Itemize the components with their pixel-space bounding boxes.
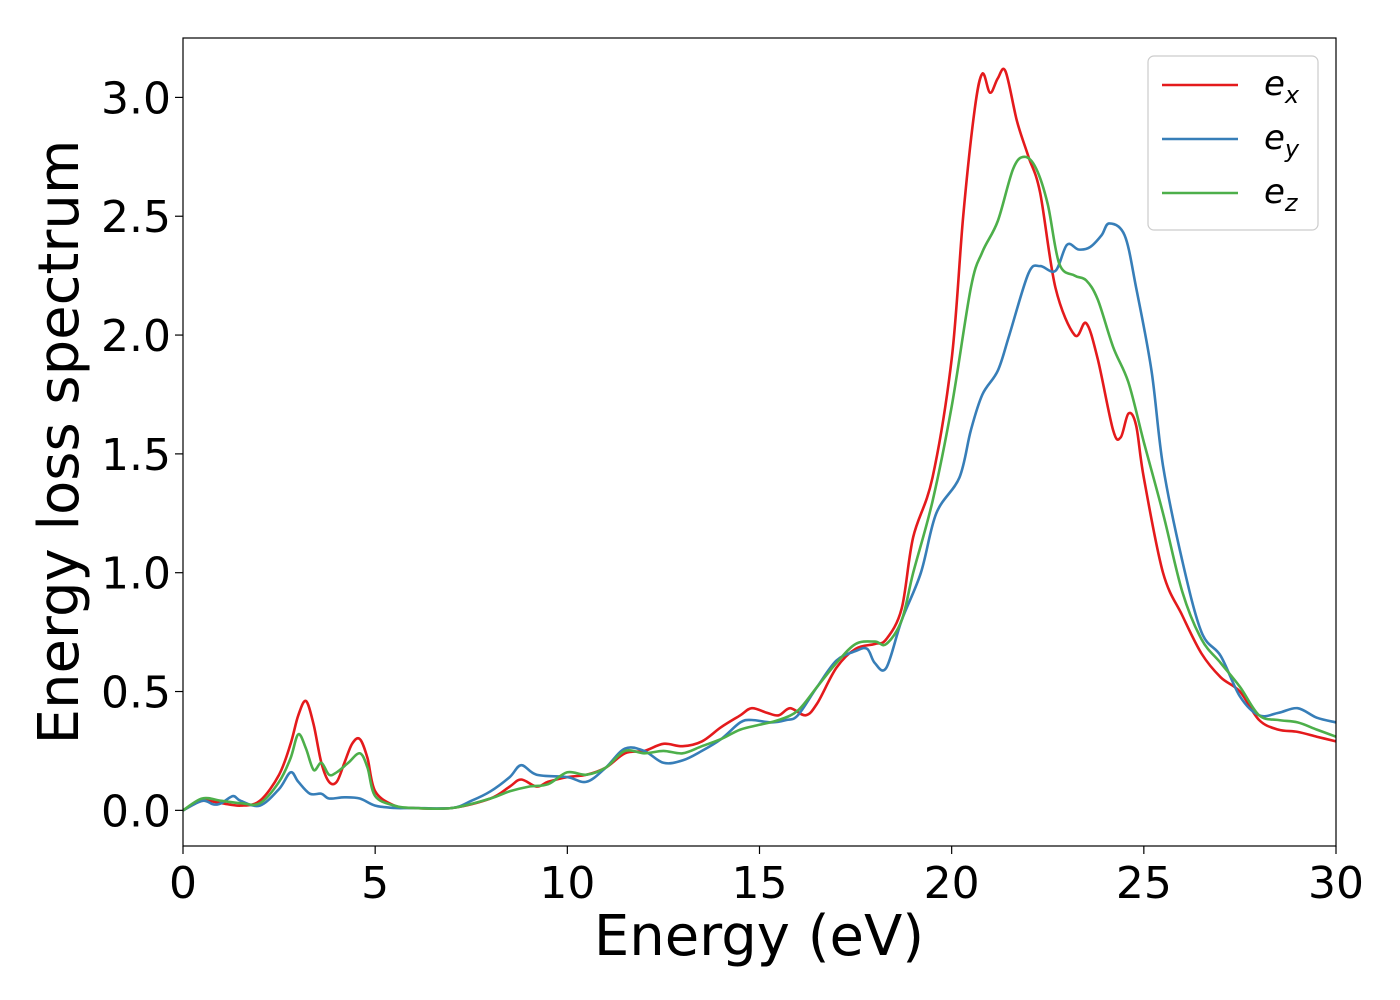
y-tick-label: 1.5 xyxy=(101,430,171,481)
legend-label-z: ez xyxy=(1264,172,1299,217)
y-tick-label: 0.5 xyxy=(101,668,171,719)
x-axis-label: Energy (eV) xyxy=(594,904,924,969)
y-tick-label: 0.0 xyxy=(101,786,171,837)
y-axis-label: Energy loss spectrum xyxy=(27,140,92,745)
x-tick-label: 30 xyxy=(1308,858,1364,909)
x-tick-label: 20 xyxy=(924,858,980,909)
series-line-z xyxy=(182,155,1337,812)
legend-label-y: ey xyxy=(1264,118,1300,163)
x-tick-label: 0 xyxy=(169,858,197,909)
series-layer xyxy=(182,67,1337,812)
x-tick-label: 15 xyxy=(732,858,788,909)
legend-label-x: ex xyxy=(1264,64,1300,109)
series-line-y xyxy=(182,222,1337,812)
y-tick-label: 2.5 xyxy=(101,192,171,243)
series-line-x xyxy=(182,67,1337,812)
legend-label-subscript: x xyxy=(1284,81,1300,109)
x-tick-label: 10 xyxy=(539,858,595,909)
legend-label-base: e xyxy=(1264,172,1285,212)
y-tick-label: 2.0 xyxy=(101,311,171,362)
legend-label-subscript: z xyxy=(1284,189,1299,217)
y-axis: 0.0 0.5 1.0 1.5 2.0 2.5 3.0 xyxy=(101,73,183,837)
y-tick-label: 1.0 xyxy=(101,549,171,600)
y-tick-label: 3.0 xyxy=(101,73,171,124)
x-axis: 0 5 10 15 20 25 30 xyxy=(169,846,1364,909)
legend-label-base: e xyxy=(1264,64,1285,104)
legend-box xyxy=(1147,55,1319,231)
legend-label-subscript: y xyxy=(1284,135,1300,163)
legend-label-base: e xyxy=(1264,118,1285,158)
x-tick-label: 5 xyxy=(361,858,389,909)
x-tick-label: 25 xyxy=(1116,858,1172,909)
